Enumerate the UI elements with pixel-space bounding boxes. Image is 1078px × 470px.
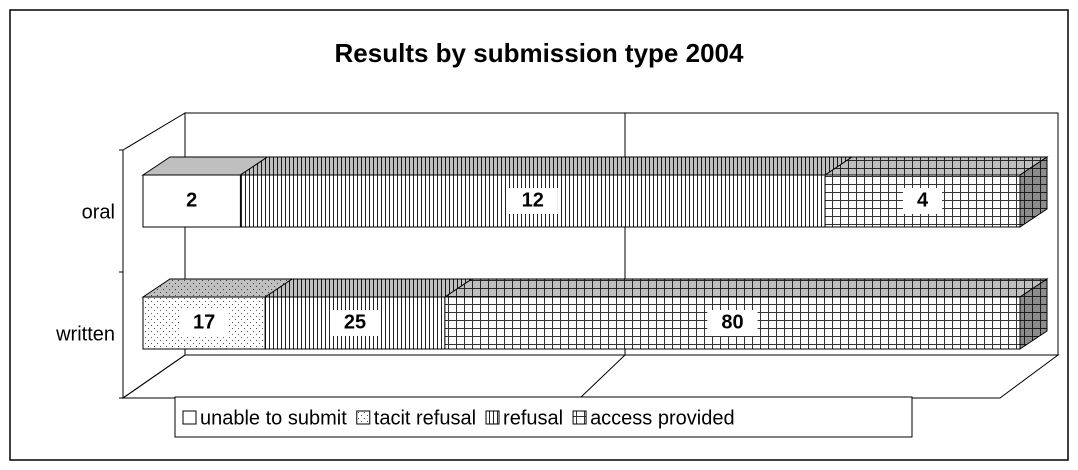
bar-end-shade — [1020, 157, 1047, 227]
bar-top-shade — [143, 157, 268, 175]
bar-end-shade — [1020, 279, 1047, 349]
grid-line — [579, 354, 626, 399]
data-label: 80 — [721, 311, 743, 333]
bar-top-shade — [240, 157, 853, 175]
data-label: 2 — [186, 189, 197, 211]
legend-swatch — [356, 410, 371, 425]
y-tick-label: oral — [82, 201, 115, 223]
y-tick-label: written — [55, 323, 115, 345]
data-label: 4 — [917, 189, 929, 211]
data-label-bg — [507, 188, 558, 214]
data-label: 17 — [193, 311, 215, 333]
legend-swatch — [485, 410, 500, 425]
data-label-bg — [329, 310, 381, 336]
bar-top-shade — [265, 279, 472, 297]
data-label-bg — [707, 310, 758, 336]
legend-box — [174, 396, 913, 438]
bar-top-shade — [825, 157, 1047, 175]
bar-end — [1019, 156, 1048, 228]
legend-label: tacit refusal — [374, 407, 476, 429]
chart-title: Results by submission type 2004 — [335, 38, 744, 68]
legend-swatch — [182, 410, 197, 425]
plot-walls — [119, 112, 1060, 399]
legend-label: unable to submit — [200, 407, 347, 429]
bar-top-shade — [143, 279, 293, 297]
legend-label: refusal — [503, 407, 563, 429]
data-label-bg — [902, 188, 943, 214]
legend-label: access provided — [590, 407, 735, 429]
legend-swatch — [572, 410, 587, 425]
data-label-bg — [172, 188, 212, 214]
data-label-bg — [178, 310, 230, 336]
bar-end — [1019, 278, 1048, 350]
data-label: 12 — [522, 189, 544, 211]
chart-frame — [9, 9, 1069, 461]
data-label: 25 — [344, 311, 366, 333]
bar-top-shade — [444, 279, 1047, 297]
